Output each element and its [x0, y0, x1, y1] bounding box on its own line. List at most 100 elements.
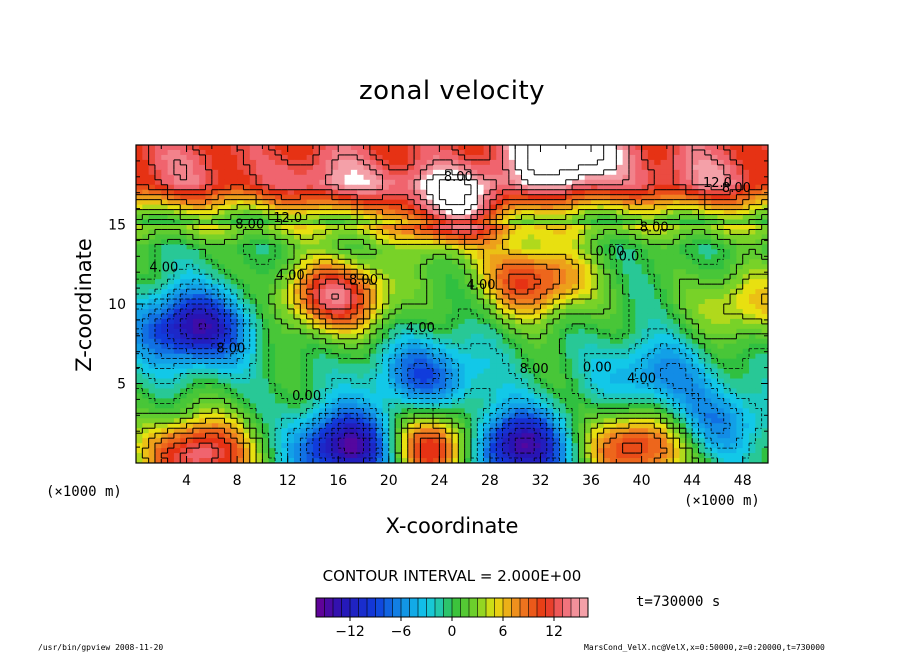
field-cell — [167, 328, 175, 335]
field-cell — [483, 145, 491, 151]
field-cell — [433, 333, 440, 340]
field-cell — [192, 343, 200, 350]
field-cell — [142, 269, 150, 275]
field-cell — [584, 214, 592, 221]
field-cell — [199, 388, 207, 395]
field-cell — [559, 239, 567, 245]
field-cell — [344, 313, 352, 320]
field-cell — [502, 234, 510, 241]
field-cell — [218, 308, 226, 315]
field-cell — [376, 289, 384, 295]
field-cell — [452, 368, 459, 375]
field-cell — [559, 348, 567, 355]
field-cell — [294, 289, 301, 295]
field-cell — [673, 313, 681, 320]
field-cell — [414, 179, 421, 186]
field-cell — [749, 383, 756, 390]
field-cell — [578, 358, 586, 365]
field-cell — [312, 343, 320, 350]
field-cell — [477, 169, 485, 176]
field-cell — [161, 254, 169, 260]
field-cell — [376, 154, 384, 161]
field-cell — [616, 154, 624, 161]
field-cell — [268, 214, 276, 221]
field-cell — [287, 209, 295, 216]
field-cell — [363, 308, 371, 315]
field-cell — [628, 333, 636, 340]
field-cell — [300, 383, 308, 390]
field-cell — [742, 174, 750, 181]
field-cell — [483, 239, 491, 245]
field-cell — [717, 308, 725, 315]
field-cell — [736, 328, 744, 335]
field-cell — [464, 358, 472, 365]
field-cell — [635, 224, 643, 231]
field-cell — [433, 383, 440, 390]
field-cell — [761, 304, 768, 310]
field-cell — [464, 219, 472, 226]
field-cell — [262, 284, 270, 290]
field-cell — [218, 299, 226, 305]
field-cell — [641, 264, 649, 270]
field-cell — [414, 274, 421, 280]
field-cell — [344, 149, 352, 156]
field-cell — [717, 313, 725, 320]
field-cell — [622, 388, 630, 395]
field-cell — [268, 154, 276, 161]
field-cell — [685, 259, 693, 265]
field-cell — [230, 194, 238, 201]
field-cell — [414, 348, 421, 355]
field-cell — [401, 383, 409, 390]
field-cell — [401, 254, 409, 260]
field-cell — [761, 239, 768, 245]
field-cell — [761, 313, 768, 320]
field-cell — [464, 254, 472, 260]
field-cell — [591, 279, 598, 285]
field-cell — [154, 318, 162, 325]
field-cell — [243, 279, 251, 285]
field-cell — [647, 274, 655, 280]
field-cell — [376, 229, 384, 236]
field-cell — [218, 269, 226, 275]
field-cell — [622, 254, 630, 260]
field-cell — [136, 249, 143, 255]
field-cell — [591, 378, 598, 385]
field-cell — [445, 214, 453, 221]
field-cell — [186, 145, 194, 151]
field-cell — [508, 363, 516, 370]
field-cell — [591, 363, 598, 370]
field-cell — [452, 333, 459, 340]
field-cell — [281, 194, 289, 201]
field-cell — [742, 254, 750, 260]
field-cell — [414, 204, 421, 211]
field-cell — [749, 304, 756, 310]
field-cell — [603, 224, 611, 231]
field-cell — [218, 388, 226, 395]
field-cell — [572, 328, 579, 335]
field-cell — [426, 259, 434, 265]
field-cell — [458, 328, 466, 335]
field-cell — [173, 239, 181, 245]
field-cell — [148, 229, 156, 236]
field-cell — [167, 279, 175, 285]
field-cell — [692, 229, 700, 236]
field-cell — [192, 234, 200, 241]
field-cell — [275, 179, 282, 186]
field-cell — [458, 219, 466, 226]
field-cell — [180, 209, 188, 216]
field-cell — [489, 244, 497, 250]
field-cell — [186, 159, 194, 166]
field-cell — [711, 279, 719, 285]
field-cell — [698, 234, 706, 241]
field-cell — [338, 254, 346, 260]
field-cell — [502, 164, 510, 171]
field-cell — [256, 284, 263, 290]
field-cell — [698, 274, 706, 280]
field-cell — [685, 184, 693, 191]
field-cell — [300, 373, 308, 380]
field-cell — [338, 299, 346, 305]
field-cell — [325, 204, 333, 211]
field-cell — [319, 318, 327, 325]
field-cell — [553, 184, 561, 191]
field-cell — [439, 299, 447, 305]
